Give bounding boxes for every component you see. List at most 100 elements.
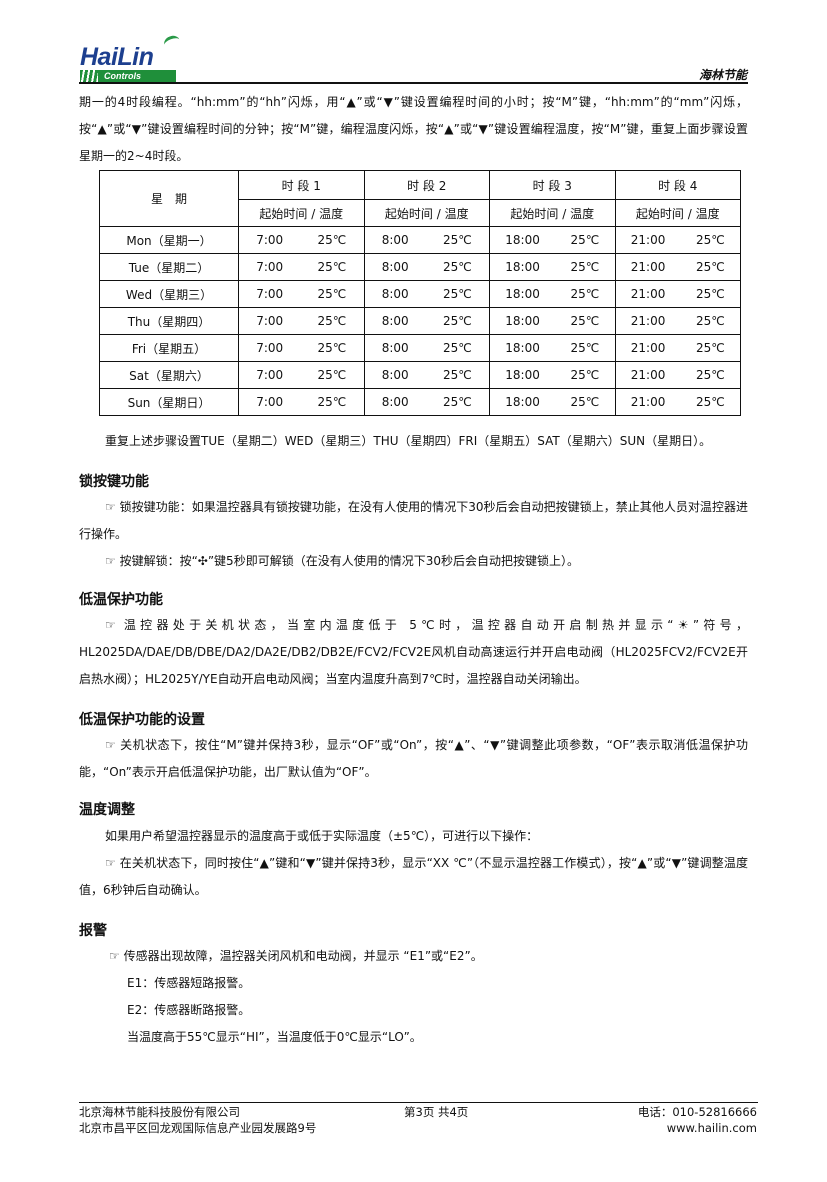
start-time: 8:00	[381, 287, 409, 301]
low-temp-setting-paragraph: ☞ 关机状态下，按住“M”键并保持3秒，显示“OF”或“On”，按“▲”、“▼”…	[79, 738, 748, 779]
section-title-low-temp: 低温保护功能	[79, 592, 163, 608]
alarm-e1: E1：传感器短路报警。	[127, 976, 251, 990]
temp-adjust-paragraph-1: 如果用户希望温控器显示的温度高于或低于实际温度（±5℃），可进行以下操作：	[105, 829, 539, 843]
period-cell: 21:00 25℃	[614, 388, 741, 416]
start-time: 8:00	[381, 233, 409, 247]
start-time: 8:00	[381, 314, 409, 328]
footer-divider	[79, 1102, 758, 1103]
period-cell: 8:00 25℃	[363, 307, 490, 335]
start-time: 7:00	[256, 233, 284, 247]
table-row: Mon（星期一） 7:00 25℃ 8:00 25℃ 18:00 25℃ 21:00 25℃	[99, 226, 741, 254]
footer-website[interactable]: www.hailin.com	[666, 1121, 757, 1135]
table-row: Sat（星期六） 7:00 25℃ 8:00 25℃ 18:00 25℃ 21:00 25℃	[99, 361, 741, 389]
sub-header: 起始时间 / 温度	[238, 199, 365, 227]
table-row: Fri（星期五） 7:00 25℃ 8:00 25℃ 18:00 25℃ 21:00 25℃	[99, 334, 741, 362]
period-cell: 18:00 25℃	[489, 253, 616, 281]
start-time: 7:00	[256, 287, 284, 301]
period-header: 时 段 1	[238, 170, 365, 200]
start-time: 7:00	[256, 314, 284, 328]
temperature: 25℃	[570, 368, 600, 382]
temperature: 25℃	[317, 260, 347, 274]
day-cell: Sun（星期日）	[99, 388, 239, 416]
start-time: 7:00	[256, 260, 284, 274]
start-time: 7:00	[256, 395, 284, 409]
section-title-alarm: 报警	[79, 923, 107, 939]
logo-text: HaiLin	[80, 43, 154, 71]
temperature: 25℃	[443, 368, 472, 382]
page-number: 第3页 共4页	[404, 1105, 469, 1119]
temperature: 25℃	[317, 314, 347, 328]
period-cell: 18:00 25℃	[489, 361, 616, 389]
start-time: 8:00	[381, 368, 409, 382]
temperature: 25℃	[695, 287, 725, 301]
temperature: 25℃	[570, 395, 600, 409]
period-cell: 8:00 25℃	[363, 253, 490, 281]
alarm-paragraph: ☞ 传感器出现故障，温控器关闭风机和电动阀，并显示 “E1”或“E2”。	[109, 949, 483, 963]
period-cell: 7:00 25℃	[238, 253, 365, 281]
period-cell: 8:00 25℃	[363, 334, 490, 362]
period-cell: 18:00 25℃	[489, 388, 616, 416]
temperature: 25℃	[443, 287, 472, 301]
period-cell: 8:00 25℃	[363, 388, 490, 416]
period-cell: 18:00 25℃	[489, 226, 616, 254]
temperature: 25℃	[317, 368, 347, 382]
lock-paragraph-2: ☞ 按键解锁：按“✣”键5秒即可解锁（在没有人使用的情况下30秒后会自动把按键锁…	[105, 554, 579, 568]
temperature: 25℃	[695, 233, 725, 247]
temperature: 25℃	[443, 314, 472, 328]
temperature: 25℃	[695, 368, 725, 382]
period-cell: 7:00 25℃	[238, 307, 365, 335]
stripes-icon	[80, 70, 98, 82]
period-cell: 8:00 25℃	[363, 280, 490, 308]
section-title-lock: 锁按键功能	[79, 474, 149, 490]
table-row: Tue（星期二） 7:00 25℃ 8:00 25℃ 18:00 25℃ 21:00 25℃	[99, 253, 741, 281]
period-cell: 7:00 25℃	[238, 388, 365, 416]
temp-adjust-paragraph-2: ☞ 在关机状态下，同时按住“▲”键和“▼”键并保持3秒，显示“XX ℃”（不显示…	[79, 856, 748, 897]
temperature: 25℃	[443, 260, 472, 274]
table-row: Wed（星期三） 7:00 25℃ 8:00 25℃ 18:00 25℃ 21:00 25℃	[99, 280, 741, 308]
lock-paragraph-1: ☞ 锁按键功能：如果温控器具有锁按键功能，在没有人使用的情况下30秒后会自动把按…	[79, 500, 748, 541]
table-row: Sun（星期日） 7:00 25℃ 8:00 25℃ 18:00 25℃ 21:00 25℃	[99, 388, 741, 416]
start-time: 21:00	[630, 314, 666, 328]
start-time: 21:00	[630, 233, 666, 247]
temperature: 25℃	[695, 341, 725, 355]
start-time: 7:00	[256, 341, 284, 355]
logo-subtext: Controls	[98, 70, 176, 82]
start-time: 18:00	[505, 314, 540, 328]
start-time: 18:00	[505, 287, 540, 301]
start-time: 8:00	[381, 395, 409, 409]
repeat-note: 重复上述步骤设置TUE（星期二）WED（星期三）THU（星期四）FRI（星期五）…	[105, 434, 712, 448]
period-cell: 21:00 25℃	[614, 253, 741, 281]
period-header: 时 段 3	[489, 170, 616, 200]
intro-paragraph: 期一的4时段编程。“hh:mm”的“hh”闪烁，用“▲”或“▼”键设置编程时间的…	[79, 95, 748, 163]
temperature: 25℃	[570, 260, 600, 274]
period-cell: 8:00 25℃	[363, 361, 490, 389]
start-time: 21:00	[630, 395, 666, 409]
temperature: 25℃	[443, 341, 472, 355]
period-cell: 21:00 25℃	[614, 307, 741, 335]
temperature: 25℃	[317, 233, 347, 247]
sub-header: 起始时间 / 温度	[363, 199, 490, 227]
footer-address: 北京市昌平区回龙观国际信息产业园发展路9号	[79, 1121, 317, 1135]
section-title-low-temp-setting: 低温保护功能的设置	[79, 712, 205, 728]
temperature: 25℃	[695, 395, 725, 409]
temperature: 25℃	[570, 341, 600, 355]
start-time: 18:00	[505, 395, 540, 409]
period-header: 时 段 2	[363, 170, 490, 200]
period-cell: 7:00 25℃	[238, 280, 365, 308]
temperature: 25℃	[570, 287, 600, 301]
period-header: 时 段 4	[614, 170, 741, 200]
temperature: 25℃	[570, 233, 600, 247]
temperature: 25℃	[570, 314, 600, 328]
period-cell: 21:00 25℃	[614, 334, 741, 362]
start-time: 8:00	[381, 341, 409, 355]
sub-header: 起始时间 / 温度	[489, 199, 616, 227]
period-cell: 7:00 25℃	[238, 334, 365, 362]
temperature: 25℃	[695, 260, 725, 274]
day-cell: Tue（星期二）	[99, 253, 239, 281]
table-row: Thu（星期四） 7:00 25℃ 8:00 25℃ 18:00 25℃ 21:00 25℃	[99, 307, 741, 335]
day-cell: Thu（星期四）	[99, 307, 239, 335]
period-cell: 21:00 25℃	[614, 361, 741, 389]
day-cell: Sat（星期六）	[99, 361, 239, 389]
